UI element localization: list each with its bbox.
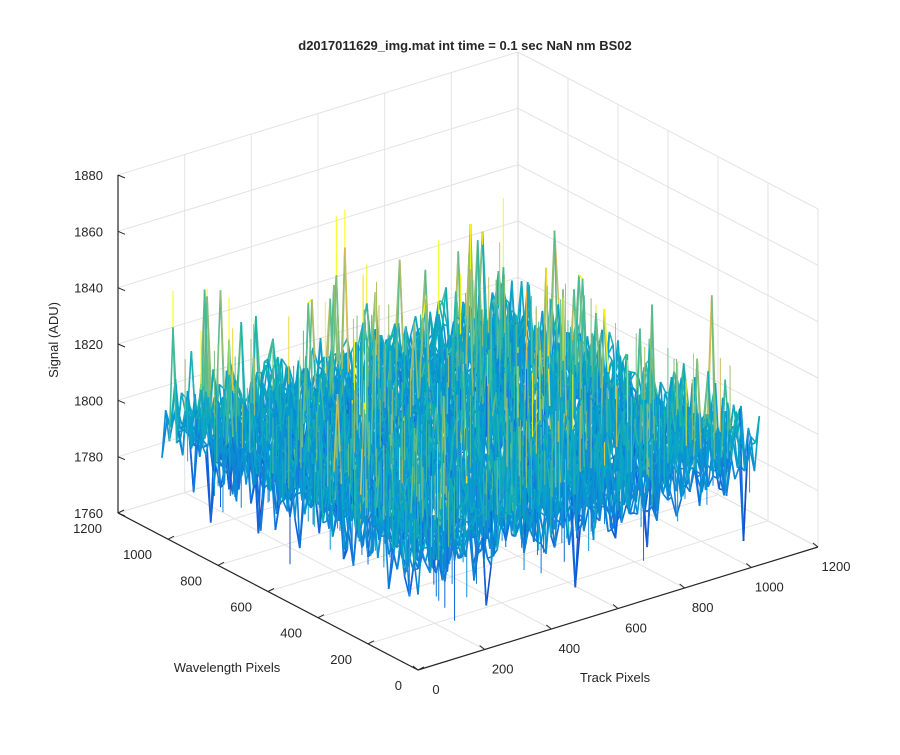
surface-mesh-segment bbox=[486, 565, 491, 605]
